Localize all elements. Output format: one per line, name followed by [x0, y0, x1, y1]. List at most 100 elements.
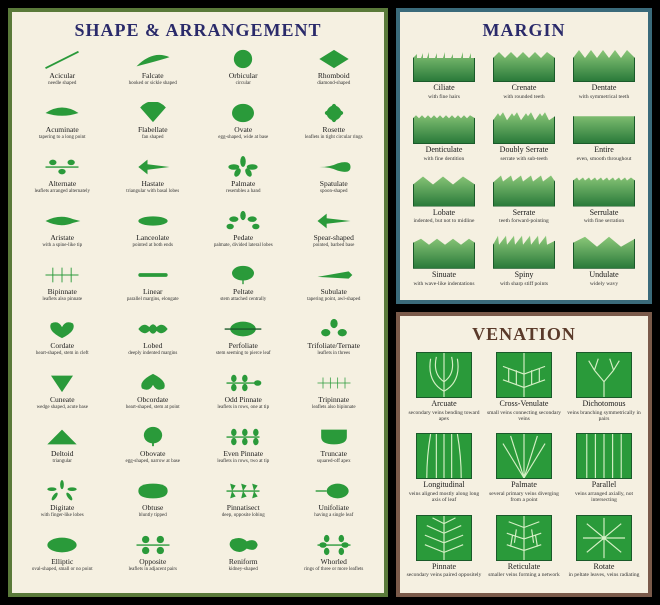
leaf-shape-icon: [199, 263, 288, 287]
venation-cell: Rotate in peltate leaves, veins radiatin…: [566, 514, 642, 583]
shape-name: Ovate: [234, 126, 252, 134]
margin-swatch-icon: [573, 48, 635, 82]
shape-desc: kidney-shaped: [229, 567, 258, 573]
margin-desc: serrate with sub-teeth: [500, 156, 547, 162]
shape-name: Odd Pinnate: [225, 396, 262, 404]
shape-cell: Whorled rings of three or more leaflets: [290, 533, 379, 583]
leaf-shape-icon: [199, 47, 288, 71]
leaf-shape-icon: [109, 209, 198, 233]
shape-cell: Obtuse bluntly tipped: [109, 479, 198, 529]
leaf-shape-icon: [18, 263, 107, 287]
shape-cell: Linear parallel margins, elongate: [109, 263, 198, 313]
shape-name: Linear: [143, 288, 163, 296]
shape-cell: Lanceolate pointed at both ends: [109, 209, 198, 259]
margin-cell: Denticulate with fine dentition: [406, 109, 482, 165]
margin-desc: with symmetrical teeth: [579, 94, 629, 100]
shape-cell: Perfoliate stem seeming to pierce leaf: [199, 317, 288, 367]
shape-cell: Digitate with finger-like lobes: [18, 479, 107, 529]
margin-swatch-icon: [573, 110, 635, 144]
shape-name: Perfoliate: [229, 342, 258, 350]
shape-cell: Pinnatisect deep, opposite lobing: [199, 479, 288, 529]
shape-cell: Palmate resembles a hand: [199, 155, 288, 205]
shape-name: Spear-shaped: [314, 234, 354, 242]
shape-name: Pinnatisect: [227, 504, 260, 512]
margin-desc: with sharp stiff points: [500, 281, 548, 287]
shape-name: Truncate: [321, 450, 347, 458]
shape-name: Aristate: [50, 234, 74, 242]
venation-swatch-icon: [406, 351, 482, 399]
shape-desc: leaflets arranged alternately: [34, 189, 90, 195]
shape-name: Palmate: [231, 180, 255, 188]
shape-cell: Elliptic oval-shaped, small or no point: [18, 533, 107, 583]
shape-desc: heart-shaped, stem in cleft: [36, 351, 89, 357]
shape-cell: Opposite leaflets in adjacent pairs: [109, 533, 198, 583]
shape-cell: Spear-shaped pointed, barbed base: [290, 209, 379, 259]
leaf-shape-icon: [199, 371, 288, 395]
venation-desc: smaller veins forming a network: [488, 572, 559, 578]
shape-cell: Obcordate heart-shaped, stem at point: [109, 371, 198, 421]
leaf-shape-icon: [199, 317, 288, 341]
shape-desc: egg-shaped, narrow at base: [126, 459, 180, 465]
leaf-shape-icon: [290, 533, 379, 557]
shape-desc: fan shaped: [142, 135, 164, 141]
shape-name: Cuneate: [50, 396, 75, 404]
margin-cell: Entire even, smooth throughout: [566, 109, 642, 165]
shape-grid: Acicular needle shaped Falcate hooked or…: [18, 47, 378, 583]
shape-cell: Reniform kidney-shaped: [199, 533, 288, 583]
shape-name: Acuminate: [46, 126, 79, 134]
leaf-shape-icon: [18, 317, 107, 341]
leaf-shape-icon: [109, 317, 198, 341]
shape-name: Obcordate: [137, 396, 168, 404]
margin-name: Dentate: [592, 84, 617, 93]
shape-name: Lanceolate: [136, 234, 169, 242]
shape-name: Bipinnate: [48, 288, 77, 296]
margin-name: Sinuate: [432, 271, 456, 280]
leaf-shape-icon: [199, 155, 288, 179]
shape-cell: Unifoliate having a single leaf: [290, 479, 379, 529]
shape-name: Acicular: [49, 72, 75, 80]
margin-panel: MARGIN Ciliate with fine hairsCrenate wi…: [396, 8, 652, 304]
shape-cell: Deltoid triangular: [18, 425, 107, 475]
leaf-shape-icon: [18, 533, 107, 557]
margin-name: Doubly Serrate: [500, 146, 549, 155]
shape-cell: Rosette leaflets in tight circular rings: [290, 101, 379, 151]
margin-name: Serrulate: [590, 209, 619, 218]
margin-desc: teeth forward-pointing: [499, 218, 549, 224]
margin-swatch-icon: [573, 173, 635, 207]
venation-name: Longitudinal: [423, 481, 464, 490]
venation-swatch-icon: [486, 514, 562, 562]
shape-name: Falcate: [142, 72, 164, 80]
margin-name: Undulate: [589, 271, 618, 280]
margin-name: Denticulate: [426, 146, 463, 155]
shape-cell: Even Pinnate leaflets in rows, two at ti…: [199, 425, 288, 475]
venation-cell: Cross-Venulate small veins connecting se…: [486, 351, 562, 426]
shape-name: Hastate: [142, 180, 165, 188]
margin-swatch-icon: [413, 110, 475, 144]
leaf-shape-icon: [290, 425, 379, 449]
venation-desc: several primary veins diverging from a p…: [486, 491, 562, 503]
shape-desc: leaflets also bipinnate: [312, 405, 356, 411]
leaf-shape-icon: [290, 209, 379, 233]
venation-swatch-icon: [566, 351, 642, 399]
shape-name: Deltoid: [51, 450, 74, 458]
venation-name: Rotate: [594, 563, 615, 572]
shape-desc: pointed, barbed base: [313, 243, 354, 249]
venation-swatch-icon: [406, 432, 482, 480]
venation-name: Parallel: [592, 481, 616, 490]
margin-swatch-icon: [413, 173, 475, 207]
venation-cell: Palmate several primary veins diverging …: [486, 432, 562, 507]
margin-cell: Serrulate with fine serration: [566, 172, 642, 228]
leaf-shape-icon: [18, 479, 107, 503]
margin-name: Serrate: [513, 209, 536, 218]
shape-desc: oval-shaped, small or no point: [32, 567, 93, 573]
margin-desc: widely wavy: [590, 281, 618, 287]
venation-cell: Parallel veins arranged axially, not int…: [566, 432, 642, 507]
shape-cell: Ovate egg-shaped, wide at base: [199, 101, 288, 151]
venation-desc: veins arranged axially, not intersecting: [566, 491, 642, 503]
shape-desc: parallel margins, elongate: [127, 297, 179, 303]
shape-desc: having a single leaf: [314, 513, 353, 519]
leaf-shape-icon: [18, 425, 107, 449]
shape-name: Pedate: [233, 234, 253, 242]
shape-desc: leaflets in adjacent pairs: [129, 567, 177, 573]
shape-desc: leaflets in rows, one at tip: [217, 405, 269, 411]
